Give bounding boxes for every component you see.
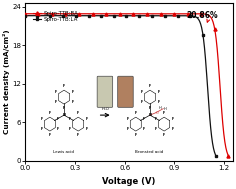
Text: 20.86%: 20.86% [187, 11, 219, 20]
Legend: Spiro-TTB:BA, Spiro-TTB:LA: Spiro-TTB:BA, Spiro-TTB:LA [32, 9, 80, 23]
X-axis label: Voltage (V): Voltage (V) [102, 177, 156, 186]
Y-axis label: Current density (mA/cm²): Current density (mA/cm²) [4, 30, 10, 134]
